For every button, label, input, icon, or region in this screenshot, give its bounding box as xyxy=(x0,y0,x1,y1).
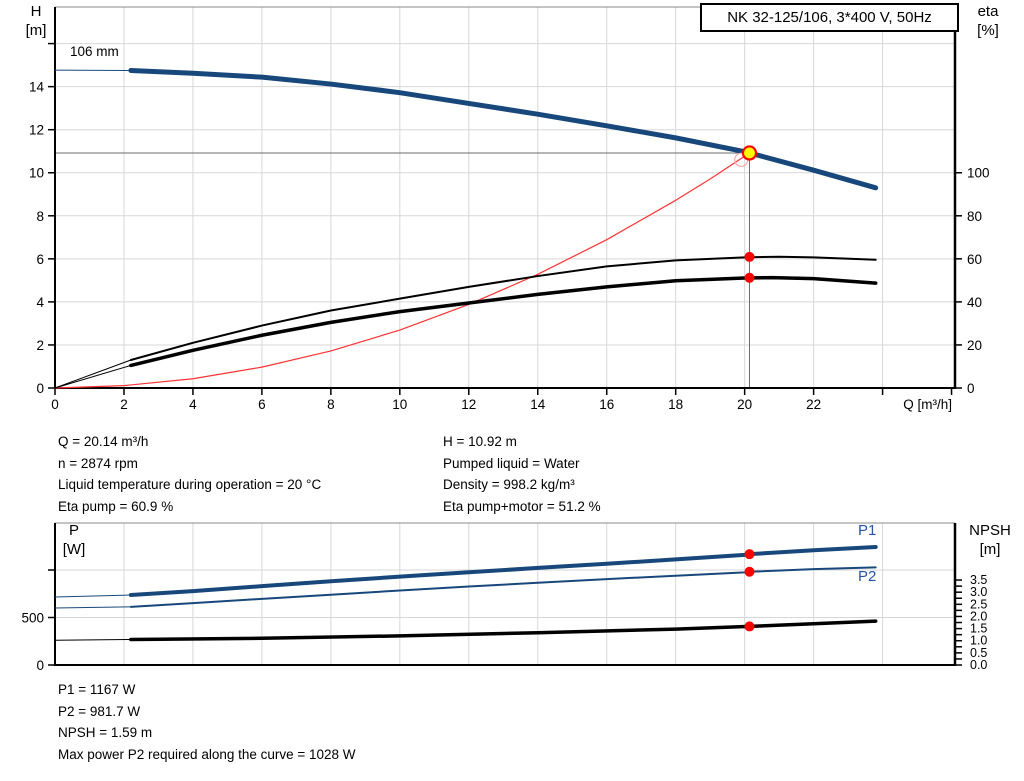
p-axis-label: P [W] xyxy=(56,521,92,559)
npsh-curve-lead xyxy=(54,639,131,641)
flow-value: Q = 20.14 m³/h xyxy=(58,434,149,449)
tick-label: 2.5 xyxy=(970,597,987,611)
operating-point-info-right: H = 10.92 m Pumped liquid = Water Densit… xyxy=(443,431,601,517)
head-capacity-chart: 0 2 4 6 8 10 12 14 16 18 20 22 0 2 4 6 8 10 12 14 0 20 40 60 80 1… xyxy=(29,6,990,412)
duty-point-npsh xyxy=(744,621,755,632)
liquid-temperature-value: Liquid temperature during operation = 20… xyxy=(58,477,322,492)
npsh-axis-unit: [m] xyxy=(979,541,1001,558)
tick-label: 3.5 xyxy=(970,573,987,587)
density-value: Density = 998.2 kg/m³ xyxy=(443,477,575,492)
tick-label: 6 xyxy=(258,397,266,412)
p1-series-label: P1 xyxy=(858,522,877,539)
head-curve-106mm xyxy=(128,68,879,191)
eta-pump-motor-value: Eta pump+motor = 51.2 % xyxy=(443,498,601,514)
tick-label: 100 xyxy=(967,166,990,181)
eta-pump-motor-curve-lead xyxy=(54,364,132,389)
p-axis-symbol: P xyxy=(68,522,79,539)
max-power-p2-value: Max power P2 required along the curve = … xyxy=(58,746,356,762)
duty-point-eta-pump-motor xyxy=(744,272,755,283)
tick-label: 1.5 xyxy=(970,622,987,636)
tick-label: 2 xyxy=(120,397,128,412)
tick-label: 8 xyxy=(36,209,44,224)
tick-label: 22 xyxy=(806,397,821,412)
tick-label: 0 xyxy=(36,658,44,673)
tick-label: 14 xyxy=(530,397,546,412)
pump-title-box: NK 32-125/106, 3*400 V, 50Hz xyxy=(700,3,959,32)
eta-axis-unit: [%] xyxy=(977,22,999,39)
tick-label: 2.0 xyxy=(970,609,987,623)
tick-label: 0 xyxy=(51,397,59,412)
tick-label: 16 xyxy=(599,397,614,412)
power-npsh-info: P1 = 1167 W P2 = 981.7 W NPSH = 1.59 m M… xyxy=(58,679,356,765)
tick-label: 0 xyxy=(967,381,975,396)
duty-point-p2 xyxy=(744,566,755,577)
tick-label: 2 xyxy=(36,338,44,353)
tick-label: 0.5 xyxy=(970,646,987,660)
h-axis-label: H [m] xyxy=(18,2,54,40)
p1-value: P1 = 1167 W xyxy=(58,682,136,697)
npsh-curve xyxy=(129,619,878,642)
duty-point-head xyxy=(741,145,758,161)
eta-pump-curve-lead xyxy=(54,359,132,389)
tick-label: 0 xyxy=(36,381,44,396)
power-npsh-chart: 0 500 0.00.51.01.52.02.53.03.5 xyxy=(21,522,987,673)
h-axis-unit: [m] xyxy=(25,22,47,39)
npsh-axis-symbol: NPSH xyxy=(969,522,1011,539)
tick-label: 0.0 xyxy=(970,658,987,672)
duty-point-p1 xyxy=(744,549,755,560)
tick-label: 18 xyxy=(668,397,683,412)
tick-label: 20 xyxy=(967,338,982,353)
p2-series-label: P2 xyxy=(858,568,877,585)
head-value: H = 10.92 m xyxy=(443,434,517,449)
p-axis-unit: [W] xyxy=(62,541,86,558)
tick-label: 500 xyxy=(21,611,44,626)
p2-value: P2 = 981.7 W xyxy=(58,703,141,719)
tick-label: 20 xyxy=(737,397,752,412)
tick-label: 80 xyxy=(967,209,982,224)
tick-label: 8 xyxy=(327,397,335,412)
eta-axis-label: eta [%] xyxy=(966,2,1010,40)
pumped-liquid-value: Pumped liquid = Water xyxy=(443,455,580,471)
tick-label: 60 xyxy=(967,252,982,267)
tick-label: 10 xyxy=(29,166,44,181)
speed-value: n = 2874 rpm xyxy=(58,455,138,471)
eta-pump-curve xyxy=(129,255,877,362)
tick-label: 1.0 xyxy=(970,634,987,648)
tick-label: 40 xyxy=(967,295,982,310)
eta-axis-symbol: eta xyxy=(977,3,999,20)
tick-label: 3.0 xyxy=(970,585,987,599)
p2-curve-lead xyxy=(54,606,131,609)
tick-label: 12 xyxy=(29,123,44,138)
eta-pump-value: Eta pump = 60.9 % xyxy=(58,498,174,514)
tick-label: 10 xyxy=(392,397,407,412)
tick-label: 12 xyxy=(461,397,476,412)
h-axis-symbol: H xyxy=(30,3,42,20)
tick-label: 6 xyxy=(36,252,44,267)
q-axis-unit-label: Q [m³/h] xyxy=(903,397,952,412)
duty-point-eta-pump xyxy=(744,251,755,262)
tick-label: 4 xyxy=(36,295,44,310)
p1-curve-lead xyxy=(54,594,131,598)
operating-point-info-left: Q = 20.14 m³/h n = 2874 rpm Liquid tempe… xyxy=(58,431,321,517)
tick-label: 14 xyxy=(29,80,45,95)
eta-pump-motor-curve xyxy=(129,275,878,368)
impeller-diameter-label: 106 mm xyxy=(70,44,119,59)
tick-label: 4 xyxy=(189,397,197,412)
npsh-axis-label: NPSH [m] xyxy=(962,521,1018,559)
system-curve xyxy=(54,152,751,389)
npsh-value: NPSH = 1.59 m xyxy=(58,725,153,740)
